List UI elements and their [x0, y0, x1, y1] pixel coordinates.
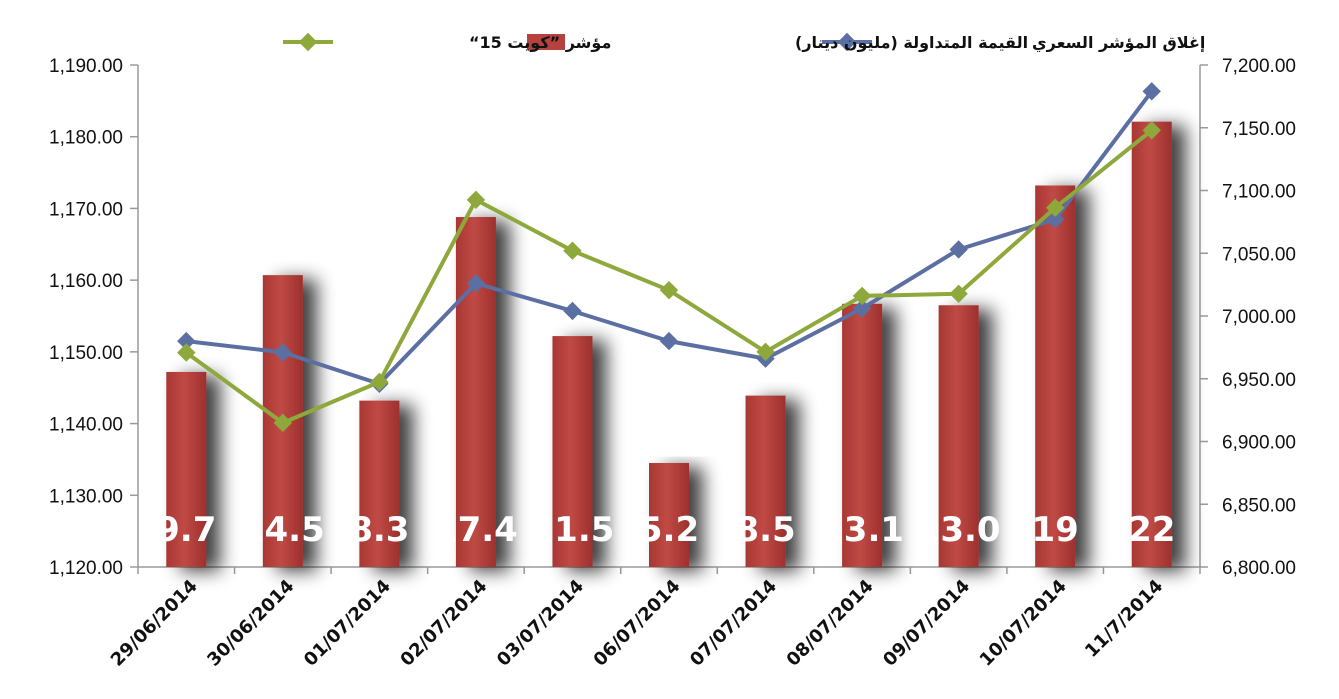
- bar-data-label: 19: [1032, 510, 1079, 550]
- kuwait15-line: [185, 128, 1153, 425]
- line-series: [177, 82, 1161, 433]
- bar-data-label: 22: [1128, 510, 1175, 550]
- left-axis-ticks: 1,120.00 1,130.00 1,140.00 1,150.00 1,160.00…: [49, 56, 138, 579]
- left-tick-label: 1,170.00: [49, 199, 123, 220]
- right-axis-ticks: 6,800.00 6,850.00 6,900.00 6,950.00 7,000.00…: [1200, 56, 1296, 579]
- right-tick-label: 7,200.00: [1222, 56, 1296, 77]
- x-category-label: 09/07/2014: [879, 576, 974, 671]
- bar: [166, 371, 207, 567]
- kuwait15-point: [659, 280, 679, 300]
- bar-data-label: 14.5: [241, 510, 325, 550]
- left-tick-label: 1,140.00: [49, 415, 123, 436]
- x-category-label: 30/06/2014: [203, 576, 298, 671]
- price-index-point: [659, 331, 679, 351]
- bar-data-label: 9.7: [156, 510, 216, 550]
- left-tick-label: 1,150.00: [49, 343, 123, 364]
- price-index-point: [273, 343, 293, 362]
- legend-label-kuwait15: مؤشر ”كويت 15“: [469, 33, 611, 52]
- bar: [938, 305, 979, 567]
- bar-data-label: 17.4: [434, 510, 518, 550]
- right-tick-label: 6,800.00: [1222, 558, 1296, 579]
- bar: [552, 336, 593, 567]
- price-index-point: [563, 301, 582, 321]
- bar: [359, 400, 400, 567]
- left-tick-label: 1,180.00: [49, 128, 123, 149]
- kuwait15-point: [177, 343, 196, 362]
- right-tick-label: 7,050.00: [1222, 244, 1296, 265]
- legend-item-kuwait15: مؤشر ”كويت 15“: [283, 32, 611, 52]
- x-category-label: 10/07/2014: [976, 576, 1071, 671]
- bar: [649, 463, 689, 567]
- kuwait15-point: [466, 190, 486, 210]
- bar-data-label: 13.0: [917, 510, 1001, 550]
- bar-data-labels: 9.7 14.5 8.3 17.4 11.5 5.2 8.5 13.1 13.0 19 22: [156, 510, 1175, 550]
- x-category-label: 06/07/2014: [590, 576, 685, 671]
- left-tick-label: 1,130.00: [49, 486, 123, 507]
- legend-label-traded-value: القيمة المتداولة (مليون دينار): [795, 33, 1028, 52]
- price-index-point: [1142, 82, 1161, 101]
- price-index-point: [177, 331, 196, 351]
- bar: [1035, 185, 1076, 568]
- left-tick-label: 1,190.00: [49, 56, 123, 77]
- bar-data-label: 13.1: [820, 510, 904, 550]
- left-tick-label: 1,120.00: [49, 558, 123, 579]
- right-tick-label: 6,850.00: [1222, 495, 1296, 516]
- right-tick-label: 7,100.00: [1222, 182, 1296, 203]
- price-index-point: [1045, 210, 1065, 229]
- bar: [745, 395, 786, 567]
- kuwait15-point: [756, 342, 775, 362]
- bar-data-label: 8.5: [735, 510, 795, 550]
- right-tick-label: 6,900.00: [1222, 433, 1296, 454]
- kuwait15-point: [1045, 198, 1065, 217]
- right-tick-label: 6,950.00: [1222, 370, 1296, 391]
- x-axis-ticks: 29/06/2014 30/06/2014 01/07/2014 02/07/2014…: [107, 567, 1201, 671]
- bar-data-label: 5.2: [639, 510, 699, 550]
- right-tick-label: 7,000.00: [1222, 307, 1296, 328]
- right-tick-label: 7,150.00: [1222, 119, 1296, 140]
- x-category-label: 11/7/2014: [1081, 576, 1167, 662]
- kuwait15-point: [949, 284, 968, 303]
- bar-data-label: 11.5: [531, 510, 615, 550]
- kuwait15-point: [563, 241, 582, 260]
- price-index-point: [466, 274, 486, 293]
- x-category-label: 29/06/2014: [107, 576, 202, 671]
- price-index-point: [852, 299, 872, 318]
- x-category-label: 02/07/2014: [396, 576, 491, 671]
- legend-item-traded-value: القيمة المتداولة (مليون دينار): [527, 33, 1028, 52]
- legend-item-price-index: إغلاق المؤشر السعري: [822, 32, 1205, 53]
- x-category-label: 08/07/2014: [783, 576, 878, 671]
- kuwait15-point: [370, 372, 389, 392]
- legend-label-price-index: إغلاق المؤشر السعري: [1032, 33, 1205, 53]
- bars-series: [166, 121, 1172, 568]
- chart-legend: إغلاق المؤشر السعري القيمة المتداولة (مل…: [283, 32, 1205, 53]
- kuwait15-point: [852, 286, 872, 306]
- bar: [842, 303, 883, 567]
- kuwait15-point: [273, 413, 293, 433]
- bar-data-label: 8.3: [349, 510, 409, 550]
- x-category-label: 01/07/2014: [300, 576, 395, 671]
- bar: [1131, 121, 1172, 567]
- price-index-point: [949, 240, 968, 259]
- x-category-label: 07/07/2014: [686, 576, 781, 671]
- x-category-label: 03/07/2014: [493, 576, 588, 671]
- left-tick-label: 1,160.00: [49, 271, 123, 292]
